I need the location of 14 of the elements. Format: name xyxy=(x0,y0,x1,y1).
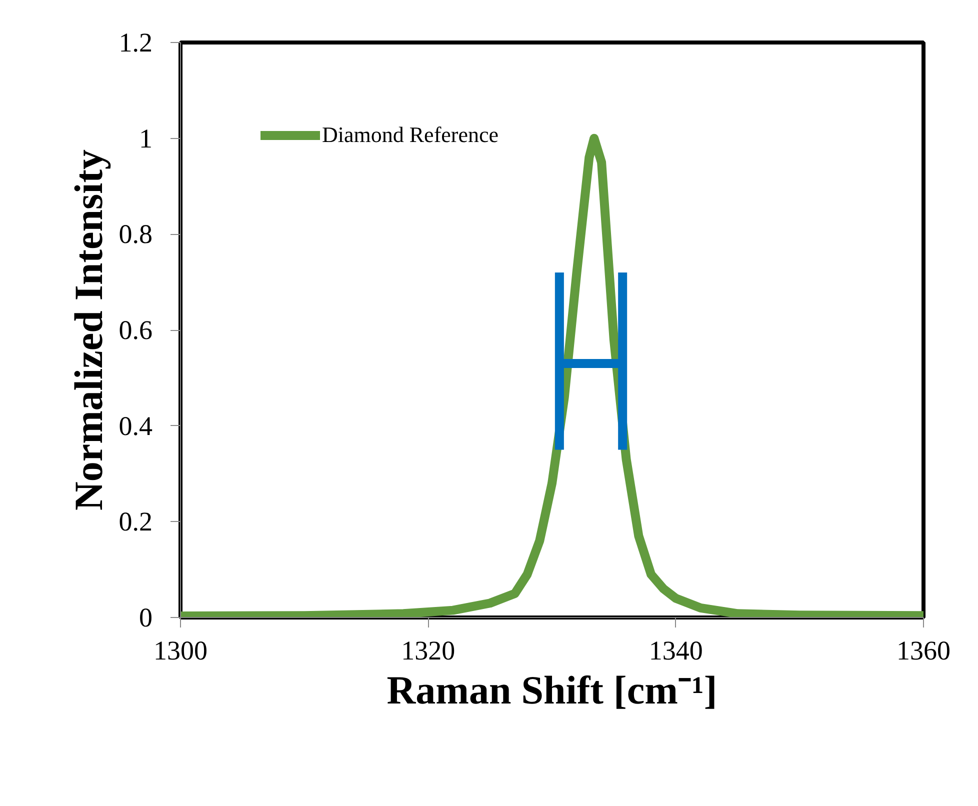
y-axis-title: Normalized Intensity xyxy=(66,149,111,511)
y-tick-label: 0.2 xyxy=(118,506,152,537)
y-tick-label: 0.6 xyxy=(118,315,152,345)
x-axis-title: Raman Shift [cm⁻¹] xyxy=(386,668,718,712)
y-tick-label: 1.2 xyxy=(118,28,152,58)
x-tick-label: 1340 xyxy=(648,636,703,666)
y-tick-label: 0 xyxy=(139,602,152,632)
y-tick-label: 0.4 xyxy=(118,410,153,441)
x-tick-label: 1300 xyxy=(154,636,208,666)
legend-label: Diamond Reference xyxy=(322,122,499,148)
y-tick-label: 0.8 xyxy=(118,219,152,250)
x-tick-label: 1320 xyxy=(401,636,456,666)
y-tick-label: 1 xyxy=(139,123,152,154)
x-tick-label: 1360 xyxy=(896,636,950,666)
